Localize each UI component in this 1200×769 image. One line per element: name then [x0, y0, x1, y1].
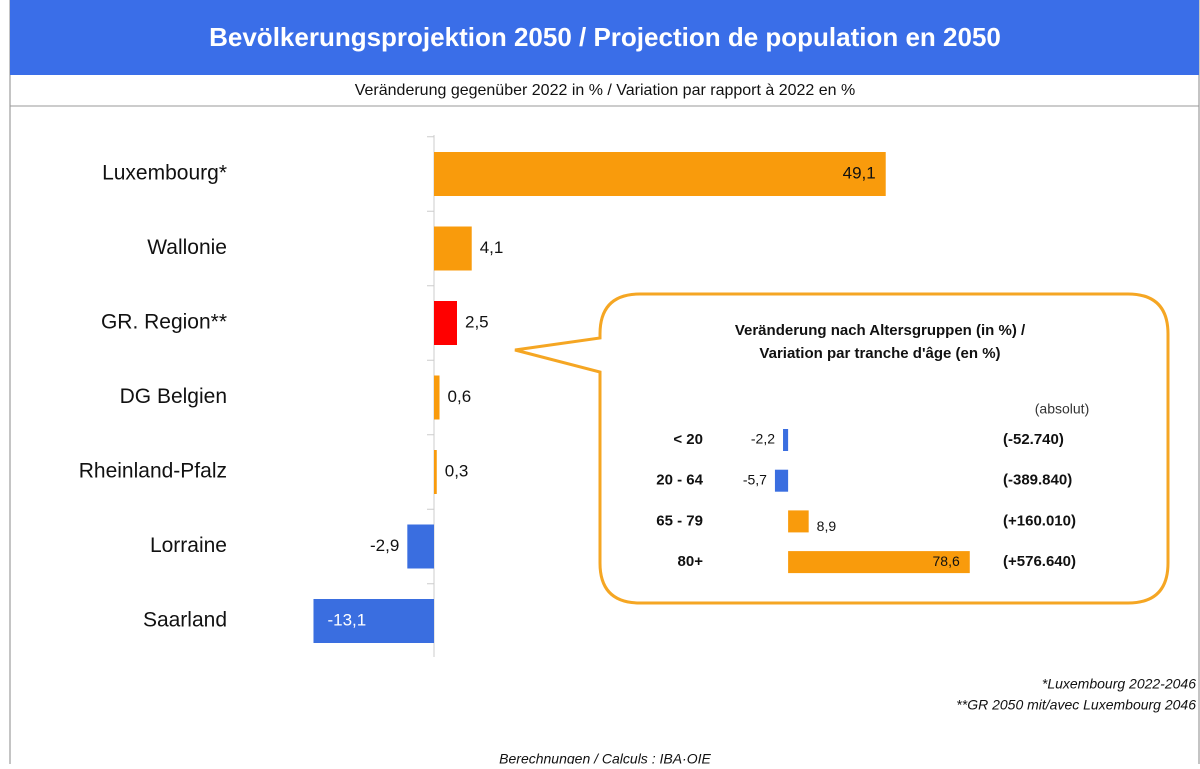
bar — [788, 551, 970, 574]
value-label: 49,1 — [843, 163, 876, 182]
category-label: Lorraine — [150, 534, 227, 557]
source: Berechnungen / Calculs : IBA·OIE — [499, 751, 711, 764]
bar — [313, 599, 434, 643]
title-bar — [10, 0, 1199, 75]
callout — [514, 292, 1170, 605]
value-label: 78,6 — [933, 553, 960, 569]
value-label: -5,7 — [743, 471, 767, 487]
category-label: DG Belgien — [120, 385, 227, 408]
value-label: -2,9 — [370, 536, 399, 555]
absolute-header: (absolut) — [1035, 401, 1089, 417]
category-label: Rheinland-Pfalz — [79, 460, 227, 483]
value-label: 0,3 — [445, 461, 469, 480]
chart-title: Bevölkerungsprojektion 2050 / Projection… — [209, 22, 1001, 52]
category-label: < 20 — [673, 431, 703, 448]
bar — [774, 469, 789, 492]
bar — [788, 510, 809, 533]
value-label: -13,1 — [327, 610, 366, 629]
category-label: Saarland — [143, 609, 227, 632]
bar — [783, 429, 789, 451]
absolute-label: (+576.640) — [1003, 553, 1076, 570]
bar — [434, 226, 472, 271]
bar — [434, 152, 886, 196]
value-label: 2,5 — [465, 312, 489, 331]
bar — [407, 524, 434, 569]
footnote: **GR 2050 mit/avec Luxembourg 2046 — [956, 697, 1196, 713]
value-label: 0,6 — [448, 387, 472, 406]
inset-title: Variation par tranche d'âge (en %) — [759, 345, 1000, 362]
value-label: -2,2 — [751, 431, 775, 447]
category-label: 80+ — [678, 553, 704, 570]
bar — [434, 450, 437, 494]
absolute-label: (-52.740) — [1003, 431, 1064, 448]
category-label: 65 - 79 — [656, 512, 703, 529]
footnote: *Luxembourg 2022-2046 — [1042, 676, 1196, 692]
category-label: Luxembourg* — [102, 162, 227, 185]
value-label: 8,9 — [817, 518, 837, 534]
chart-subtitle: Veränderung gegenüber 2022 in % / Variat… — [355, 82, 856, 99]
category-label: GR. Region** — [101, 311, 227, 334]
value-label: 4,1 — [480, 238, 504, 257]
frame — [9, 0, 1200, 769]
category-label: Wallonie — [147, 236, 227, 259]
bar — [434, 375, 440, 420]
bar — [434, 301, 457, 345]
absolute-label: (+160.010) — [1003, 512, 1076, 529]
inset-title: Veränderung nach Altersgruppen (in %) / — [735, 322, 1026, 339]
absolute-label: (-389.840) — [1003, 472, 1072, 489]
category-label: 20 - 64 — [656, 472, 703, 489]
